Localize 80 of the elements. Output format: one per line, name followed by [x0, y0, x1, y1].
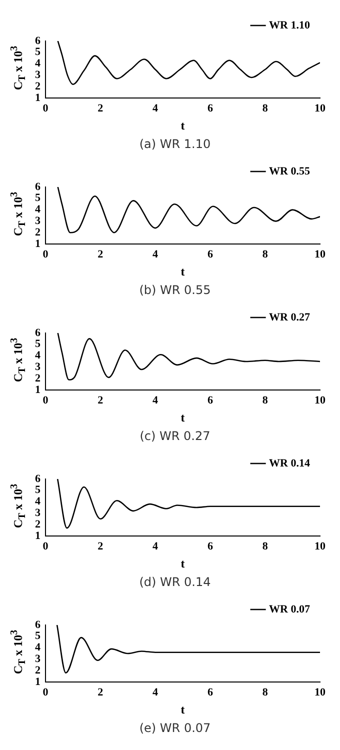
x-tick-label: 6 [207, 102, 214, 114]
legend-label: WR 0.55 [269, 165, 310, 178]
y-tick-label: 2 [35, 372, 41, 384]
y-tick-label: 4 [35, 350, 41, 362]
y-tick-label: 1 [35, 676, 40, 688]
x-tick-label: 8 [262, 686, 268, 698]
x-tick-label: 2 [98, 248, 104, 260]
y-tick-label: 1 [35, 238, 40, 250]
x-tick-label: 0 [42, 540, 49, 552]
text: (a) WR 1.10 [139, 136, 211, 151]
text: (c) WR 0.27 [140, 428, 210, 443]
line-series [57, 333, 320, 380]
x-tick-label: 8 [262, 102, 268, 114]
x-tick-label: 6 [207, 248, 214, 260]
y-tick-label: 3 [35, 215, 41, 228]
legend-label: WR 1.10 [269, 19, 310, 32]
x-tick-label: 8 [262, 540, 268, 552]
line-series [57, 187, 320, 234]
x-tick-label: 6 [207, 394, 214, 406]
x-tick-label: 0 [42, 248, 49, 260]
text: (d) WR 0.14 [139, 574, 211, 589]
y-tick-label: 5 [35, 338, 41, 350]
y-tick-label: 3 [35, 653, 41, 666]
y-tick-label: 2 [35, 664, 41, 676]
y-tick-label: 6 [35, 618, 41, 631]
x-tick-label: 10 [314, 394, 326, 406]
x-tick-label: 8 [262, 248, 268, 260]
y-tick-label: 1 [35, 92, 40, 104]
y-tick-label: 1 [35, 530, 40, 542]
x-tick-label: 0 [42, 102, 49, 114]
y-tick-label: 6 [35, 180, 41, 193]
x-tick-label: 10 [314, 248, 326, 260]
text: (e) WR 0.07 [139, 720, 211, 735]
text: (b) WR 0.55 [139, 282, 211, 297]
y-tick-label: 2 [35, 518, 41, 530]
x-axis-title: t [180, 118, 185, 132]
x-tick-label: 6 [207, 686, 214, 698]
x-tick-label: 4 [152, 686, 159, 698]
x-axis-title: t [180, 410, 185, 424]
y-tick-label: 1 [35, 384, 40, 396]
y-tick-label: 3 [35, 507, 41, 520]
y-tick-label: 5 [35, 192, 41, 204]
y-tick-label: 4 [35, 642, 41, 654]
x-tick-label: 10 [314, 686, 326, 698]
y-tick-label: 6 [35, 472, 41, 485]
line-series [56, 479, 320, 529]
x-tick-label: 4 [152, 540, 159, 552]
x-tick-label: 4 [152, 102, 159, 114]
x-tick-label: 2 [98, 540, 104, 552]
x-tick-label: 2 [98, 394, 104, 406]
x-tick-label: 0 [42, 394, 49, 406]
x-axis-title: t [180, 264, 185, 278]
y-tick-label: 3 [35, 361, 41, 374]
y-tick-label: 5 [35, 484, 41, 496]
y-tick-label: 2 [35, 80, 41, 92]
x-tick-label: 2 [98, 686, 104, 698]
x-tick-label: 10 [314, 102, 326, 114]
y-tick-label: 4 [35, 204, 41, 216]
y-tick-label: 5 [35, 630, 41, 642]
x-tick-label: 8 [262, 394, 268, 406]
line-series [57, 41, 320, 85]
line-series [56, 625, 320, 674]
x-tick-label: 4 [152, 248, 159, 260]
legend-label: WR 0.14 [269, 457, 310, 470]
x-axis-title: t [180, 702, 185, 716]
y-tick-label: 4 [35, 496, 41, 508]
x-tick-label: 10 [314, 540, 326, 552]
y-tick-label: 6 [35, 34, 41, 47]
y-tick-label: 2 [35, 226, 41, 238]
x-tick-label: 2 [98, 102, 104, 114]
y-tick-label: 3 [35, 69, 41, 82]
x-tick-label: 6 [207, 540, 214, 552]
x-axis-title: t [180, 556, 185, 570]
x-tick-label: 0 [42, 686, 49, 698]
legend-label: WR 0.27 [269, 311, 310, 324]
legend-label: WR 0.07 [269, 603, 310, 616]
y-tick-label: 5 [35, 46, 41, 58]
y-tick-label: 4 [35, 58, 41, 70]
y-tick-label: 6 [35, 326, 41, 339]
x-tick-label: 4 [152, 394, 159, 406]
